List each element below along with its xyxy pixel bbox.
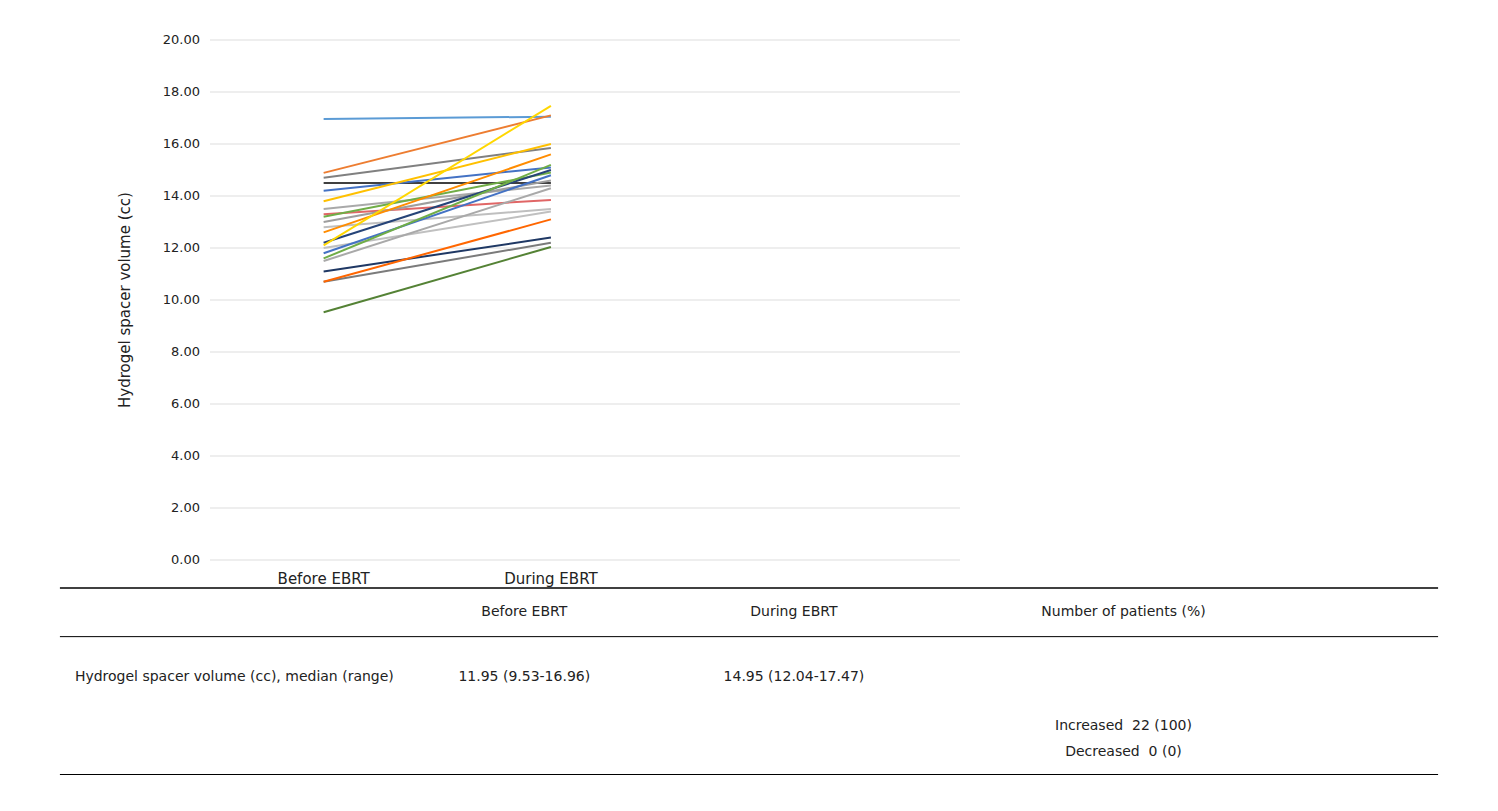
series-line <box>324 219 551 281</box>
series-line <box>324 182 551 184</box>
y-tick-label: 18.00 <box>163 84 200 99</box>
table-note: Decreased 0 (0) <box>1065 743 1182 759</box>
table-cell: 14.95 (12.04-17.47) <box>724 668 865 684</box>
y-tick-label: 12.00 <box>163 240 200 255</box>
grid-line <box>210 300 960 301</box>
grid-line <box>210 560 960 561</box>
y-tick-label: 14.00 <box>163 188 200 203</box>
y-tick-label: 0.00 <box>171 552 200 567</box>
series-line <box>324 243 551 282</box>
grid-line <box>210 404 960 405</box>
chart-root: 0.00 2.00 4.00 6.00 8.00 10.00 12.00 14.00 16.00… <box>0 0 1498 811</box>
x-tick-label: During EBRT <box>504 570 598 588</box>
y-tick-label: 4.00 <box>171 448 200 463</box>
table-cell: 11.95 (9.53-16.96) <box>458 668 590 684</box>
series-line <box>324 170 551 243</box>
series-line <box>324 175 551 253</box>
table-note: Increased 22 (100) <box>1055 717 1192 733</box>
grid-line <box>210 508 960 509</box>
y-tick-label: 10.00 <box>163 292 200 307</box>
table-rule <box>60 636 1438 637</box>
y-tick-label: 20.00 <box>163 32 200 47</box>
y-tick-label: 16.00 <box>163 136 200 151</box>
y-tick-label: 6.00 <box>171 396 200 411</box>
grid-line <box>210 144 960 145</box>
table-row-label: Hydrogel spacer volume (cc), median (ran… <box>75 668 394 684</box>
table-header: During EBRT <box>750 603 838 619</box>
series-line <box>324 165 551 259</box>
series-line <box>324 117 551 119</box>
grid-line <box>210 352 960 353</box>
series-line <box>324 115 551 172</box>
series-line <box>324 154 551 232</box>
lines <box>324 106 551 312</box>
y-tick-label: 2.00 <box>171 500 200 515</box>
table-header: Number of patients (%) <box>1041 603 1205 619</box>
x-tick-label: Before EBRT <box>278 570 371 588</box>
table-rule <box>60 587 1438 589</box>
table-rule <box>60 774 1438 775</box>
grid-line <box>210 40 960 41</box>
y-axis-label: Hydrogel spacer volume (cc) <box>116 192 134 408</box>
grid-line <box>210 248 960 249</box>
grid-line <box>210 92 960 93</box>
table-header: Before EBRT <box>481 603 567 619</box>
series-line <box>324 238 551 272</box>
series-line <box>324 247 551 312</box>
grid <box>210 40 960 560</box>
y-tick-label: 8.00 <box>171 344 200 359</box>
grid-line <box>210 196 960 197</box>
grid-line <box>210 456 960 457</box>
